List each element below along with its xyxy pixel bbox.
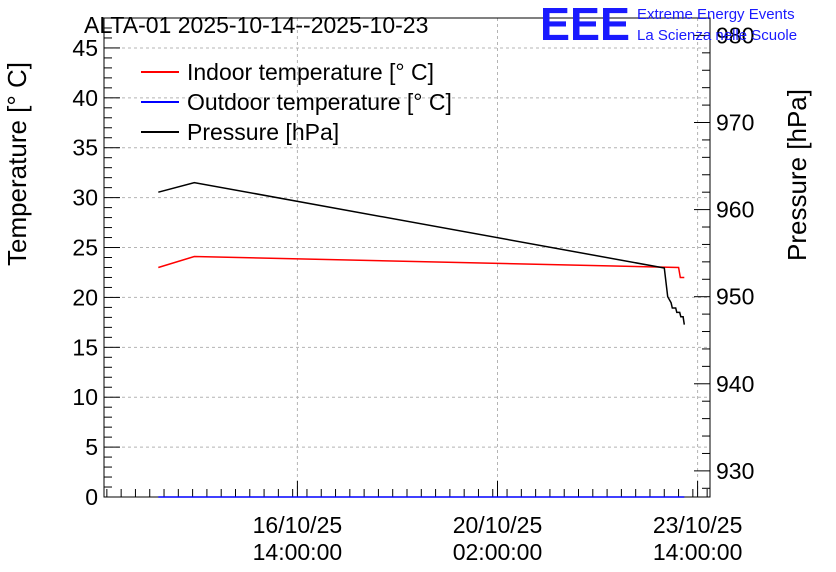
eee-logo-mark: EEE [540, 0, 630, 50]
legend-item-outdoor-label: Outdoor temperature [° C] [187, 89, 452, 115]
y-tick-label: 45 [72, 35, 98, 61]
y-tick-label: 10 [72, 384, 98, 410]
y-tick-label: 5 [85, 434, 98, 460]
x-tick-label-date: 20/10/25 [453, 512, 543, 538]
legend: Indoor temperature [° C] Outdoor temperat… [141, 59, 452, 145]
x-tick-label-time: 14:00:00 [653, 539, 743, 565]
eee-logo-line1: Extreme Energy Events [637, 6, 795, 23]
y2-tick-label: 970 [716, 110, 754, 136]
pressure-line [158, 181, 686, 325]
y2-axis-label: Pressure [hPa] [782, 89, 812, 261]
series-lines [158, 181, 686, 498]
y2-tick-label: 940 [716, 371, 754, 397]
eee-logo-line2: La Scienza nelle Scuole [637, 27, 797, 44]
y2-tick-label: 960 [716, 197, 754, 223]
y2-tick-label: 950 [716, 284, 754, 310]
y-axis-label: Temperature [° C] [2, 62, 32, 266]
legend-item-pressure-label: Pressure [hPa] [187, 119, 339, 145]
y-tick-label: 20 [72, 284, 98, 310]
y-tick-label: 15 [72, 334, 98, 360]
legend-item-indoor-label: Indoor temperature [° C] [187, 59, 434, 85]
eee-logo: EEE Extreme Energy Events La Scienza nel… [540, 0, 797, 50]
chart-title: ALTA-01 2025-10-14--2025-10-23 [84, 12, 428, 38]
y-tick-label: 0 [85, 484, 98, 510]
y-tick-label: 30 [72, 185, 98, 211]
x-tick-label-date: 16/10/25 [253, 512, 343, 538]
y-tick-label: 25 [72, 235, 98, 261]
x-tick-label-date: 23/10/25 [653, 512, 743, 538]
x-tick-label-time: 14:00:00 [253, 539, 343, 565]
indoor-temperature-line [158, 255, 685, 279]
y-tick-label: 35 [72, 135, 98, 161]
y2-tick-label: 930 [716, 458, 754, 484]
axis-ticks: 0 5 10 15 20 25 30 35 40 45 930 940 950 960 970 980 16/1… [72, 17, 754, 565]
grid-lines [104, 18, 710, 497]
x-tick-label-time: 02:00:00 [453, 539, 543, 565]
y2-tick-label: 980 [716, 22, 754, 48]
y-tick-label: 40 [72, 85, 98, 111]
